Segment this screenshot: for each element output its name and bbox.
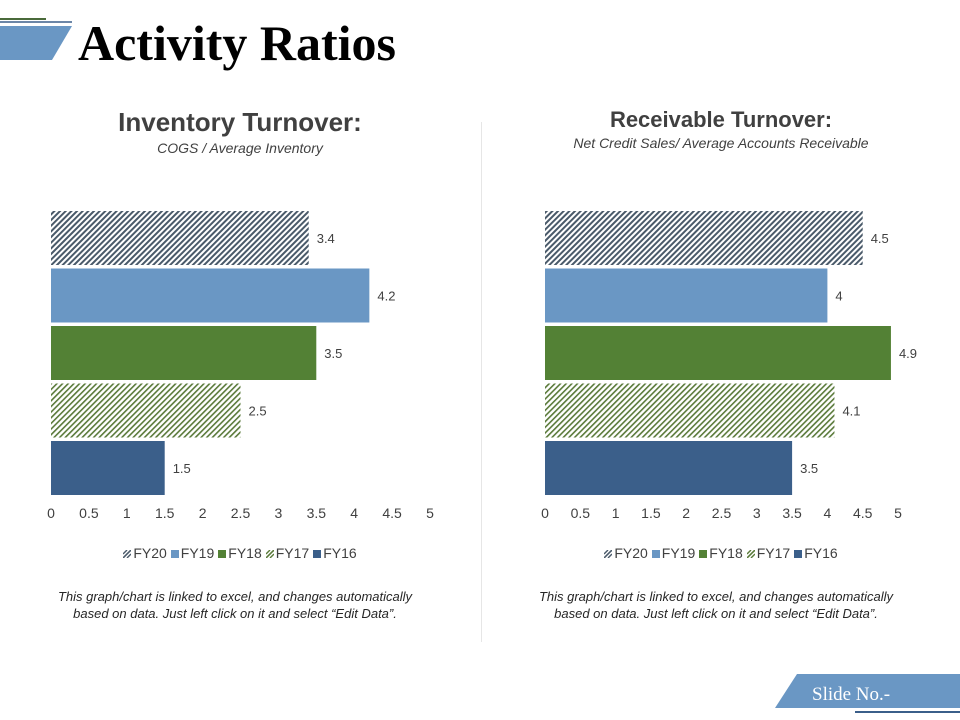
legend-item-fy16: FY16 (313, 545, 357, 561)
x-tick-label: 2.5 (712, 505, 732, 521)
x-tick-label: 2 (199, 505, 207, 521)
bar-value-label: 4.1 (842, 404, 860, 419)
legend-label: FY19 (180, 545, 215, 561)
x-tick-label: 0.5 (571, 505, 591, 521)
x-tick-label: 3.5 (782, 505, 802, 521)
x-tick-label: 5 (426, 505, 434, 521)
header-decoration (0, 18, 72, 60)
x-tick-label: 0.5 (79, 505, 99, 521)
bar-fy16[interactable] (51, 441, 165, 495)
chart-note: This graph/chart is linked to excel, and… (538, 589, 894, 621)
legend-item-fy18: FY18 (218, 545, 262, 561)
legend-label: FY16 (323, 545, 357, 561)
legend-label: FY20 (614, 545, 648, 561)
slide-number-badge (775, 674, 960, 713)
x-tick-label: 4 (350, 505, 358, 521)
legend-swatch (265, 549, 275, 559)
legend-swatch (651, 550, 660, 559)
bar-fy20[interactable] (51, 211, 309, 265)
legend-swatch (218, 550, 227, 559)
x-tick-label: 4.5 (382, 505, 402, 521)
bar-fy20[interactable] (545, 211, 863, 265)
legend-item-fy19: FY19 (170, 545, 215, 561)
slide-number: Slide No.- (812, 684, 891, 705)
bar-value-label: 2.5 (249, 404, 267, 419)
chart-legend: FY20 FY19 FY18 FY17 FY16 (5, 545, 475, 561)
x-tick-label: 5 (894, 505, 902, 521)
legend-item-fy19: FY19 (651, 545, 696, 561)
x-tick-label: 0 (541, 505, 549, 521)
bar-value-label: 1.5 (173, 461, 191, 476)
receivable-turnover-panel: Receivable Turnover: Net Credit Sales/ A… (486, 95, 956, 655)
x-tick-label: 1.5 (155, 505, 175, 521)
legend-item-fy17: FY17 (265, 545, 310, 561)
x-tick-label: 3 (275, 505, 283, 521)
legend-item-fy16: FY16 (794, 545, 838, 561)
bar-fy18[interactable] (545, 326, 891, 380)
panel-divider (481, 122, 482, 642)
chart-title: Receivable Turnover: (609, 107, 833, 132)
x-tick-label: 1.5 (641, 505, 661, 521)
legend-swatch (122, 549, 132, 559)
bar-fy18[interactable] (51, 326, 317, 380)
chart-title: Inventory Turnover: (118, 107, 362, 137)
x-tick-label: 2 (682, 505, 690, 521)
x-tick-label: 0 (47, 505, 55, 521)
inventory-turnover-chart[interactable]: 3.4 4.2 3.5 2.5 1.5 0 0.5 1 1.5 2 2.5 3 3.5 4 4.5 5 (5, 95, 475, 535)
legend-label: FY18 (228, 545, 262, 561)
page-title: Activity Ratios (78, 15, 396, 71)
legend-label: FY20 (133, 545, 167, 561)
x-tick-label: 1 (123, 505, 131, 521)
legend-swatch (170, 550, 179, 559)
bar-fy17[interactable] (51, 383, 241, 438)
legend-swatch (746, 549, 756, 559)
bar-value-label: 3.5 (800, 461, 818, 476)
x-tick-label: 3 (753, 505, 761, 521)
x-tick-label: 3.5 (307, 505, 327, 521)
receivable-turnover-chart[interactable]: 4.5 4 4.9 4.1 3.5 0 0.5 1 1.5 2 2.5 3 3.5 4 4.5 5 (486, 95, 956, 535)
legend-item-fy20: FY20 (603, 545, 648, 561)
legend-label: FY17 (275, 545, 310, 561)
bar-value-label: 3.4 (317, 231, 335, 246)
chart-subtitle: COGS / Average Inventory (157, 140, 323, 156)
legend-label: FY16 (804, 545, 838, 561)
chart-legend: FY20 FY19 FY18 FY17 FY16 (486, 545, 956, 561)
legend-item-fy18: FY18 (699, 545, 743, 561)
bar-fy16[interactable] (545, 441, 793, 495)
x-tick-label: 4.5 (853, 505, 873, 521)
legend-label: FY19 (661, 545, 696, 561)
legend-swatch (699, 550, 708, 559)
inventory-turnover-panel: Inventory Turnover: COGS / Average Inven… (5, 95, 475, 655)
legend-label: FY18 (709, 545, 743, 561)
legend-swatch (313, 550, 322, 559)
bar-value-label: 4.2 (377, 289, 395, 304)
x-tick-label: 1 (612, 505, 620, 521)
bar-fy19[interactable] (51, 268, 370, 323)
bar-value-label: 3.5 (324, 346, 342, 361)
x-tick-label: 2.5 (231, 505, 251, 521)
bar-fy19[interactable] (545, 268, 828, 323)
legend-item-fy17: FY17 (746, 545, 791, 561)
x-tick-label: 4 (824, 505, 832, 521)
legend-swatch (603, 549, 613, 559)
legend-swatch (794, 550, 803, 559)
chart-note: This graph/chart is linked to excel, and… (57, 589, 413, 621)
legend-item-fy20: FY20 (122, 545, 167, 561)
chart-subtitle: Net Credit Sales/ Average Accounts Recei… (573, 135, 869, 151)
bar-value-label: 4.9 (899, 346, 917, 361)
bar-value-label: 4 (835, 289, 842, 304)
bar-fy17[interactable] (545, 383, 835, 438)
bar-value-label: 4.5 (871, 231, 889, 246)
legend-label: FY17 (756, 545, 791, 561)
